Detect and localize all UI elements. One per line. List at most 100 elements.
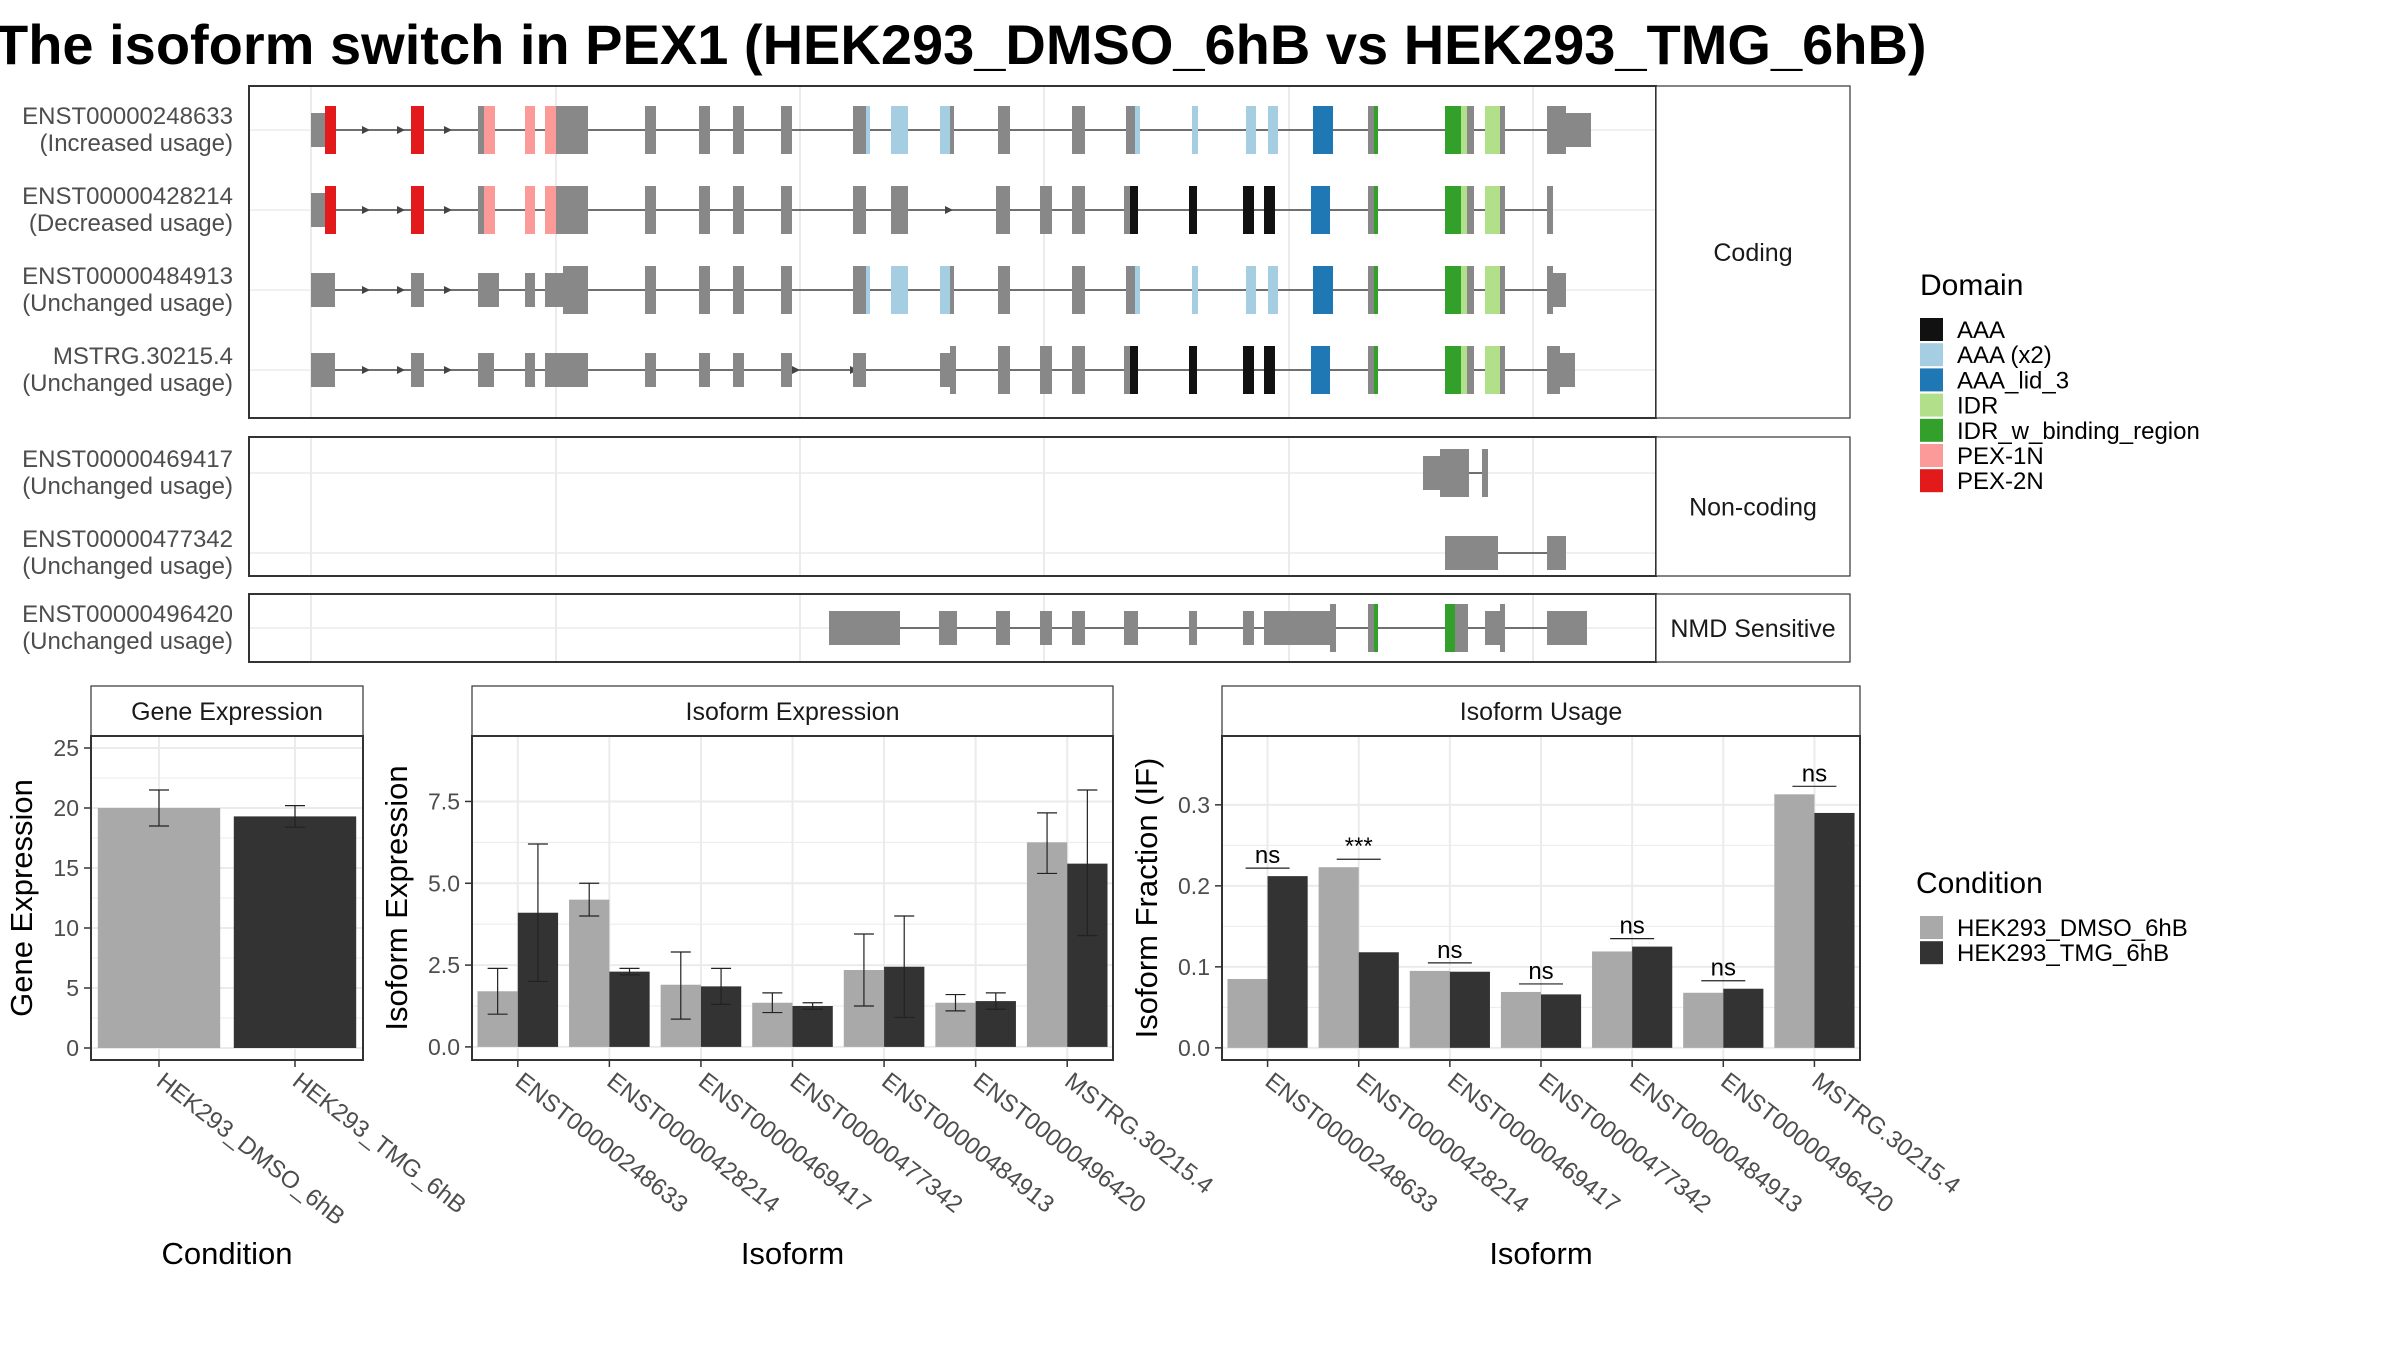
exon	[525, 186, 535, 234]
strand-arrow	[362, 206, 370, 214]
exon	[1319, 186, 1330, 234]
bar	[1541, 994, 1582, 1048]
exon	[1124, 186, 1130, 234]
exon	[1461, 266, 1467, 314]
panel-strip	[1655, 593, 1851, 663]
exon	[1440, 449, 1469, 497]
exon	[1321, 106, 1333, 154]
bar	[1683, 992, 1724, 1048]
legend-label: PEX-2N	[1957, 468, 2044, 495]
exon	[525, 273, 535, 307]
significance-label: ns	[1528, 958, 1553, 985]
domain-legend-title: Domain	[1920, 269, 2023, 302]
y-tick-label: 0	[66, 1035, 79, 1061]
exon	[1461, 604, 1468, 652]
transcript-row: ENST00000496420(Unchanged usage)	[22, 601, 1587, 655]
exon	[781, 106, 792, 154]
transcript-row: ENST00000248633(Increased usage)	[22, 103, 1591, 157]
condition-legend-title: Condition	[1916, 867, 2043, 900]
strand-arrow	[397, 126, 405, 134]
y-tick-label: 0.1	[1178, 954, 1210, 980]
exon	[478, 273, 499, 307]
exon	[853, 266, 866, 314]
exon	[1445, 604, 1455, 652]
exon	[1311, 186, 1319, 234]
exon	[1423, 456, 1440, 490]
exon	[1243, 611, 1254, 645]
transcript-id-label: MSTRG.30215.4	[53, 343, 233, 370]
legend-label: PEX-1N	[1957, 443, 2044, 470]
x-tick-label: ENST00000248633	[510, 1067, 693, 1218]
legend-key	[1920, 444, 1943, 467]
exon	[781, 353, 792, 387]
legend-label: IDR	[1957, 393, 1998, 420]
exon	[699, 186, 710, 234]
bar	[609, 971, 650, 1047]
significance-label: ns	[1437, 937, 1462, 964]
exon	[829, 611, 900, 645]
legend-label: AAA	[1957, 317, 2005, 344]
exon	[1268, 266, 1278, 314]
exon	[1040, 611, 1052, 645]
exon	[699, 266, 710, 314]
exon	[1485, 106, 1500, 154]
exon	[853, 106, 866, 154]
strand-arrow	[444, 126, 452, 134]
panel-strip	[1655, 436, 1851, 577]
y-axis-label: Isoform Fraction (IF)	[1129, 758, 1164, 1039]
exon	[1321, 266, 1333, 314]
legend-key	[1920, 916, 1943, 939]
transcript-row: ENST00000428214(Decreased usage)	[22, 183, 1553, 237]
exon	[1264, 186, 1275, 234]
exon	[1313, 106, 1321, 154]
exon	[411, 186, 424, 234]
x-axis-label: Isoform	[741, 1236, 844, 1271]
exon	[781, 266, 792, 314]
significance-label: ns	[1255, 842, 1280, 869]
exon	[1547, 346, 1560, 394]
exon	[1500, 186, 1505, 234]
exon	[545, 353, 588, 387]
exon	[478, 353, 494, 387]
exon	[1330, 604, 1336, 652]
strand-arrow	[397, 366, 405, 374]
y-axis-label: Gene Expression	[4, 779, 39, 1017]
exon	[1374, 106, 1378, 154]
exon	[940, 266, 950, 314]
exon	[563, 266, 588, 314]
plot-border	[90, 735, 364, 1061]
exon	[1455, 604, 1461, 652]
exon	[1264, 611, 1330, 645]
exon	[325, 186, 336, 234]
exon	[733, 353, 744, 387]
exon	[556, 186, 588, 234]
legend-label: HEK293_TMG_6hB	[1957, 940, 2169, 967]
y-tick-label: 7.5	[428, 788, 460, 814]
bar	[1500, 991, 1541, 1048]
bar	[1358, 952, 1399, 1048]
bar	[1814, 812, 1855, 1048]
chart-strip	[1221, 685, 1861, 737]
panel-strip-label: Non-coding	[1689, 494, 1817, 522]
exon	[311, 193, 325, 227]
exon	[940, 353, 950, 387]
exon	[1072, 266, 1085, 314]
exon	[1126, 266, 1135, 314]
strand-arrow	[444, 286, 452, 294]
exon	[1189, 346, 1197, 394]
exon	[645, 106, 656, 154]
transcript-id-label: ENST00000248633	[22, 103, 233, 130]
transcript-usage-label: (Unchanged usage)	[22, 553, 233, 580]
x-tick-label: MSTRG.30215.4	[1807, 1067, 1966, 1199]
exon	[940, 106, 950, 154]
exon	[891, 106, 908, 154]
legend-key	[1920, 318, 1943, 341]
exon	[1374, 604, 1378, 652]
exon	[866, 106, 870, 154]
bar	[1409, 970, 1450, 1048]
transcript-panel: NMD Sensitive ENST00000496420(Unchanged u…	[22, 593, 1851, 663]
transcript-id-label: ENST00000484913	[22, 263, 233, 290]
exon	[996, 611, 1010, 645]
